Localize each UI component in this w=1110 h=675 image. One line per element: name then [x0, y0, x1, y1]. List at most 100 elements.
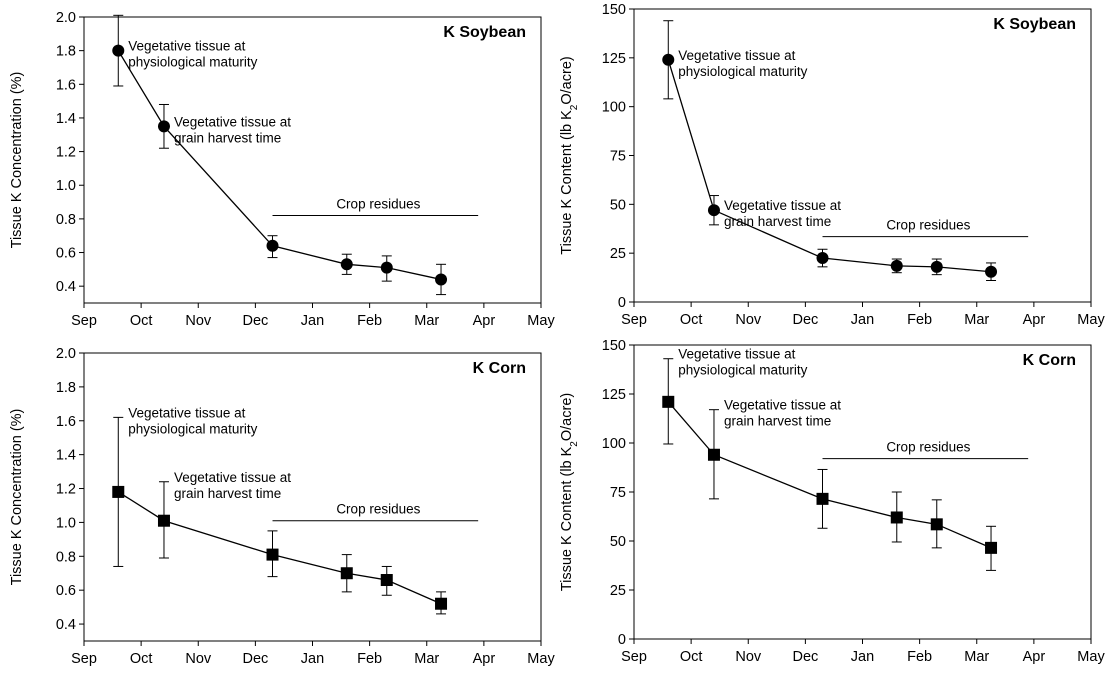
y-tick-label: 0.8: [56, 212, 76, 228]
chart-title: K Corn: [473, 360, 526, 377]
y-tick-label: 1.4: [56, 448, 76, 464]
data-point: [266, 239, 279, 252]
x-tick-label: Oct: [680, 312, 703, 328]
x-tick-label: Mar: [964, 312, 989, 328]
x-tick-label: Mar: [964, 649, 989, 665]
y-tick-label: 0.4: [56, 617, 76, 633]
x-tick-label: Oct: [130, 651, 153, 667]
data-point: [890, 259, 903, 272]
x-tick-label: Nov: [735, 312, 762, 328]
y-tick-label: 0: [618, 295, 626, 311]
y-tick-label: 1.0: [56, 178, 76, 194]
y-tick-label: 1.8: [56, 380, 76, 396]
x-tick-label: Dec: [242, 313, 268, 329]
y-tick-label: 25: [610, 246, 626, 262]
y-axis-label: Tissue K Content (lb K2O/acre): [559, 393, 580, 591]
x-tick-label: Nov: [735, 649, 762, 665]
y-tick-label: 0.4: [56, 279, 76, 295]
data-point: [662, 53, 675, 66]
x-tick-label: Nov: [185, 651, 212, 667]
y-tick-label: 100: [602, 436, 626, 452]
chart-panel-1: Sep Oct Nov Dec Jan Feb Mar Apr May 0.4 0.6 0.8 1.0 1…: [9, 10, 555, 329]
x-tick-label: Apr: [1023, 312, 1046, 328]
x-tick-label: Sep: [621, 649, 647, 665]
annotation-label: Vegetative tissue at grain harvest time: [724, 398, 841, 429]
x-tick-label: Feb: [907, 649, 932, 665]
data-point: [380, 261, 393, 274]
x-tick-label: Feb: [357, 313, 382, 329]
y-tick-label: 2.0: [56, 346, 76, 362]
y-axis-label: Tissue K Content (lb K2O/acre): [559, 56, 580, 254]
plot-frame: [633, 344, 1092, 640]
chart-panel-2: Sep Oct Nov Dec Jan Feb Mar Apr May 0 25 50 75 100 125…: [559, 2, 1105, 328]
x-tick-label: Jan: [301, 313, 324, 329]
series-line: [117, 491, 442, 605]
chart-panel-3: Sep Oct Nov Dec Jan Feb Mar Apr May 0.4 0.6 0.8 1.0 1…: [9, 346, 555, 667]
x-tick-label: Apr: [1023, 649, 1046, 665]
y-tick-label: 2.0: [56, 10, 76, 26]
x-tick-label: Dec: [792, 312, 818, 328]
y-tick-label: 150: [602, 338, 626, 354]
annotation-label: Vegetative tissue at physiological maturi…: [128, 405, 257, 436]
y-tick-label: 50: [610, 534, 626, 550]
x-tick-label: May: [1077, 312, 1105, 328]
data-point: [112, 44, 125, 57]
y-tick-label: 0: [618, 632, 626, 648]
data-point: [340, 567, 353, 580]
plot-frame: [83, 352, 542, 642]
x-tick-label: Nov: [185, 313, 212, 329]
y-tick-label: 1.6: [56, 77, 76, 93]
chart-title: K Soybean: [443, 24, 526, 41]
x-tick-label: Dec: [792, 649, 818, 665]
data-point: [985, 541, 998, 554]
x-tick-label: Oct: [130, 313, 153, 329]
y-axis-label: Tissue K Concentration (%): [9, 409, 25, 586]
y-tick-label: 1.2: [56, 145, 76, 161]
y-tick-label: 1.4: [56, 111, 76, 127]
y-tick-label: 125: [602, 387, 626, 403]
x-tick-label: Feb: [907, 312, 932, 328]
x-tick-label: Jan: [301, 651, 324, 667]
data-point: [435, 273, 448, 286]
y-tick-label: 50: [610, 197, 626, 213]
x-tick-label: Dec: [242, 651, 268, 667]
x-tick-label: Apr: [473, 313, 496, 329]
crop-residues-label: Crop residues: [886, 440, 970, 455]
chart-panel-4: Sep Oct Nov Dec Jan Feb Mar Apr May 0 25 50 75 100 125…: [559, 338, 1105, 665]
x-tick-label: Feb: [357, 651, 382, 667]
x-tick-label: May: [527, 651, 555, 667]
y-tick-label: 100: [602, 100, 626, 116]
chart-title: K Soybean: [993, 16, 1076, 33]
data-point: [112, 485, 125, 498]
y-tick-label: 125: [602, 51, 626, 67]
y-axis-label: Tissue K Concentration (%): [9, 72, 25, 249]
y-tick-label: 1.6: [56, 414, 76, 430]
data-point: [985, 265, 998, 278]
series-line: [667, 401, 992, 549]
crop-residues-label: Crop residues: [336, 197, 420, 212]
crop-residues-label: Crop residues: [336, 502, 420, 517]
x-tick-label: Mar: [414, 651, 439, 667]
chart-title: K Corn: [1023, 352, 1076, 369]
data-point: [707, 204, 720, 217]
data-point: [816, 492, 829, 505]
y-tick-label: 150: [602, 2, 626, 18]
x-tick-label: Sep: [71, 651, 97, 667]
data-point: [380, 574, 393, 587]
data-point: [435, 597, 448, 610]
data-point: [662, 395, 675, 408]
annotation-label: Vegetative tissue at grain harvest time: [724, 198, 841, 229]
data-point: [930, 260, 943, 273]
annotation-label: Vegetative tissue at grain harvest time: [174, 114, 291, 145]
y-tick-label: 25: [610, 583, 626, 599]
series-line: [667, 59, 992, 273]
data-point: [816, 252, 829, 265]
data-point: [266, 548, 279, 561]
x-tick-label: Sep: [621, 312, 647, 328]
data-point: [157, 514, 170, 527]
x-tick-label: Mar: [414, 313, 439, 329]
x-tick-label: Jan: [851, 649, 874, 665]
y-tick-label: 1.2: [56, 482, 76, 498]
